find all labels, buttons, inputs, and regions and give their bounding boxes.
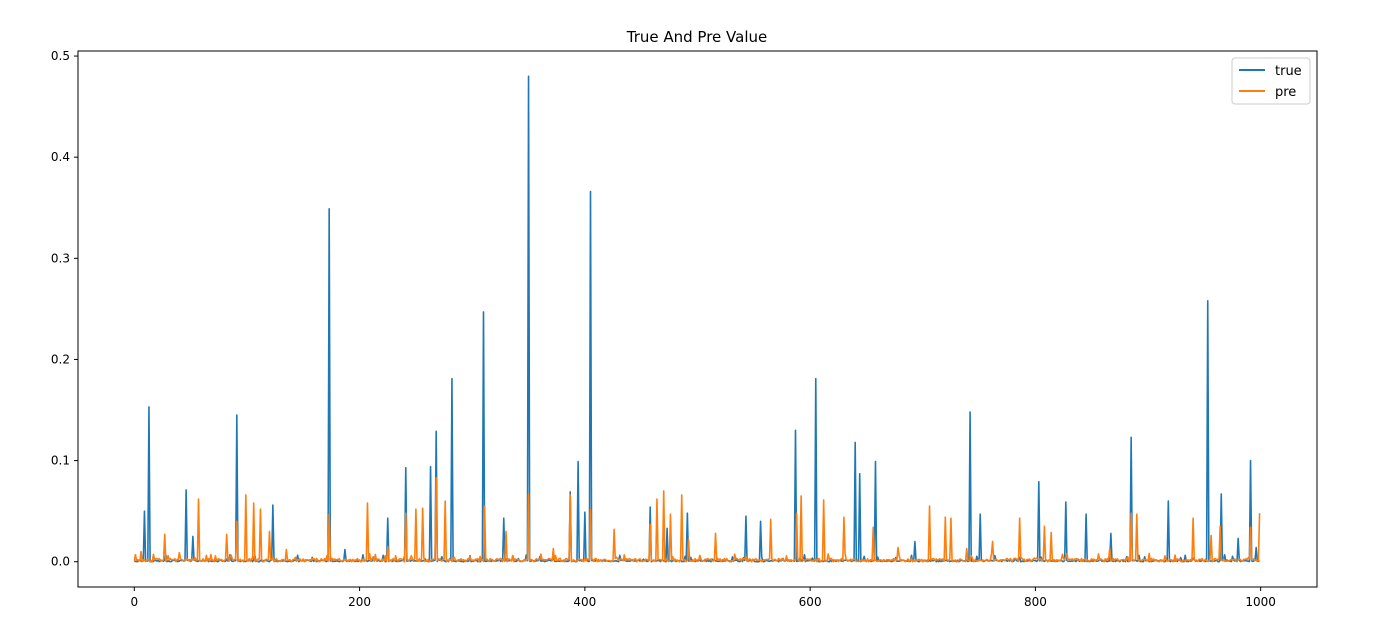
x-tick-label: 400: [573, 595, 596, 609]
x-tick-label: 0: [130, 595, 138, 609]
x-tick-label: 800: [1024, 595, 1047, 609]
x-tick-label: 600: [799, 595, 822, 609]
legend: true pre: [1231, 57, 1311, 105]
y-tick-label: 0.3: [51, 251, 70, 265]
plot-frame: [77, 50, 1318, 588]
x-tick-label: 1000: [1245, 595, 1276, 609]
y-axis: 0.0 0.1 0.2 0.3 0.4 0.5: [51, 49, 78, 569]
y-tick-label: 0.0: [51, 555, 70, 569]
series-line-pre: [133, 476, 1261, 563]
x-axis: 0 200 400 600 800 1000: [130, 587, 1276, 609]
y-tick-label: 0.2: [51, 352, 70, 366]
y-tick-label: 0.4: [51, 150, 70, 164]
plot-series: [133, 75, 1261, 563]
x-tick-label: 200: [348, 595, 371, 609]
y-tick-label: 0.5: [51, 49, 70, 63]
legend-label-pre: pre: [1275, 85, 1296, 100]
chart-title: True And Pre Value: [626, 28, 768, 46]
legend-label-true: true: [1275, 64, 1302, 79]
y-tick-label: 0.1: [51, 454, 70, 468]
